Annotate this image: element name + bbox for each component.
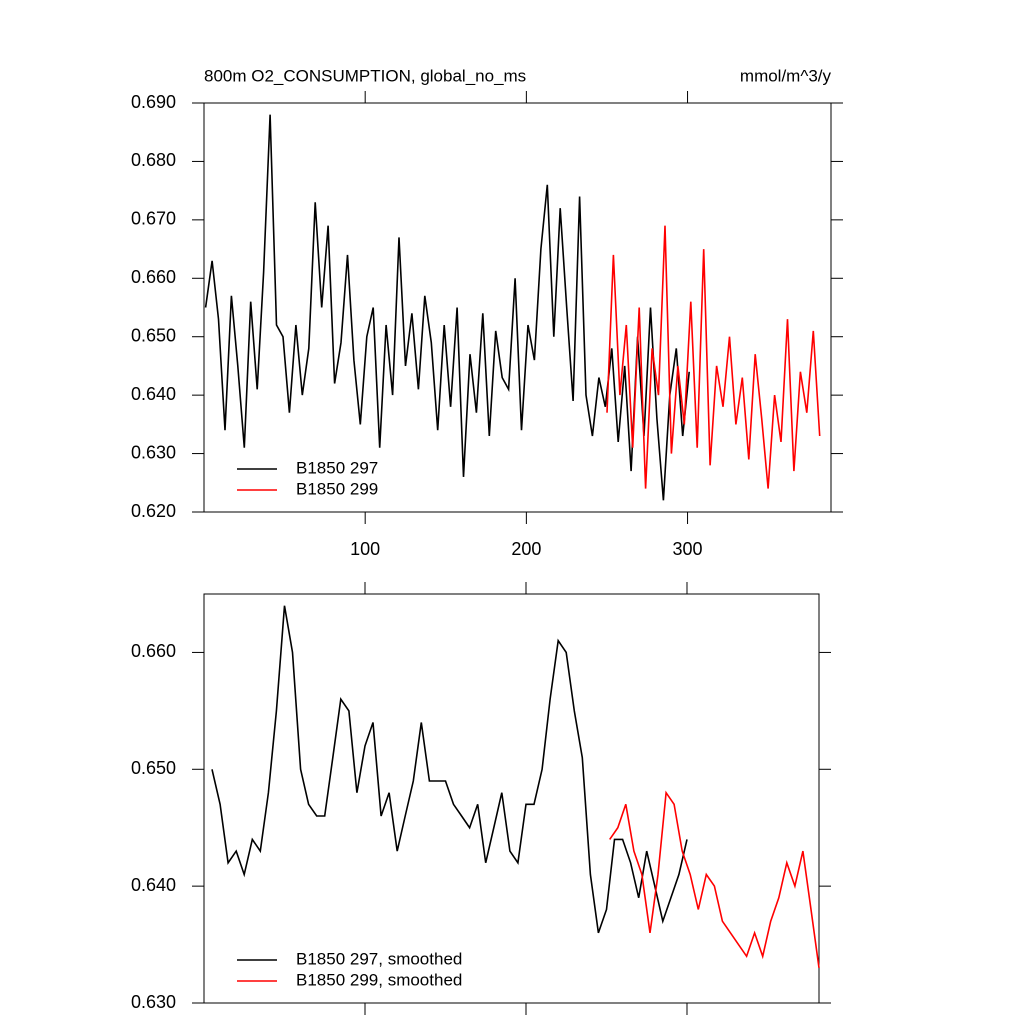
series-line <box>606 225 821 489</box>
chart-title: 800m O2_CONSUMPTION, global_no_ms <box>204 66 526 85</box>
y-tick-label: 0.620 <box>131 501 176 521</box>
y-tick-label: 0.650 <box>131 325 176 345</box>
series-line <box>204 114 690 501</box>
y-tick-label: 0.660 <box>131 267 176 287</box>
x-tick-label: 100 <box>350 539 380 559</box>
y-tick-label: 0.660 <box>131 641 176 661</box>
series-line <box>211 605 688 934</box>
plot-frame <box>203 593 820 1004</box>
legend-label: B1850 297 <box>296 458 378 477</box>
y-tick-label: 0.630 <box>131 442 176 462</box>
series-line <box>609 790 820 969</box>
legend-label: B1850 297, smoothed <box>296 949 462 968</box>
y-tick-label: 0.670 <box>131 209 176 229</box>
x-tick-label: 300 <box>673 539 703 559</box>
legend-label: B1850 299, smoothed <box>296 970 462 989</box>
y-tick-label: 0.640 <box>131 875 176 895</box>
x-tick-label: 200 <box>511 539 541 559</box>
y-tick-label: 0.680 <box>131 150 176 170</box>
y-tick-label: 0.630 <box>131 992 176 1012</box>
units-label: mmol/m^3/y <box>740 66 832 85</box>
y-tick-label: 0.690 <box>131 92 176 112</box>
y-tick-label: 0.650 <box>131 758 176 778</box>
y-tick-label: 0.640 <box>131 384 176 404</box>
plot-frame <box>203 102 832 513</box>
legend-label: B1850 299 <box>296 479 378 498</box>
